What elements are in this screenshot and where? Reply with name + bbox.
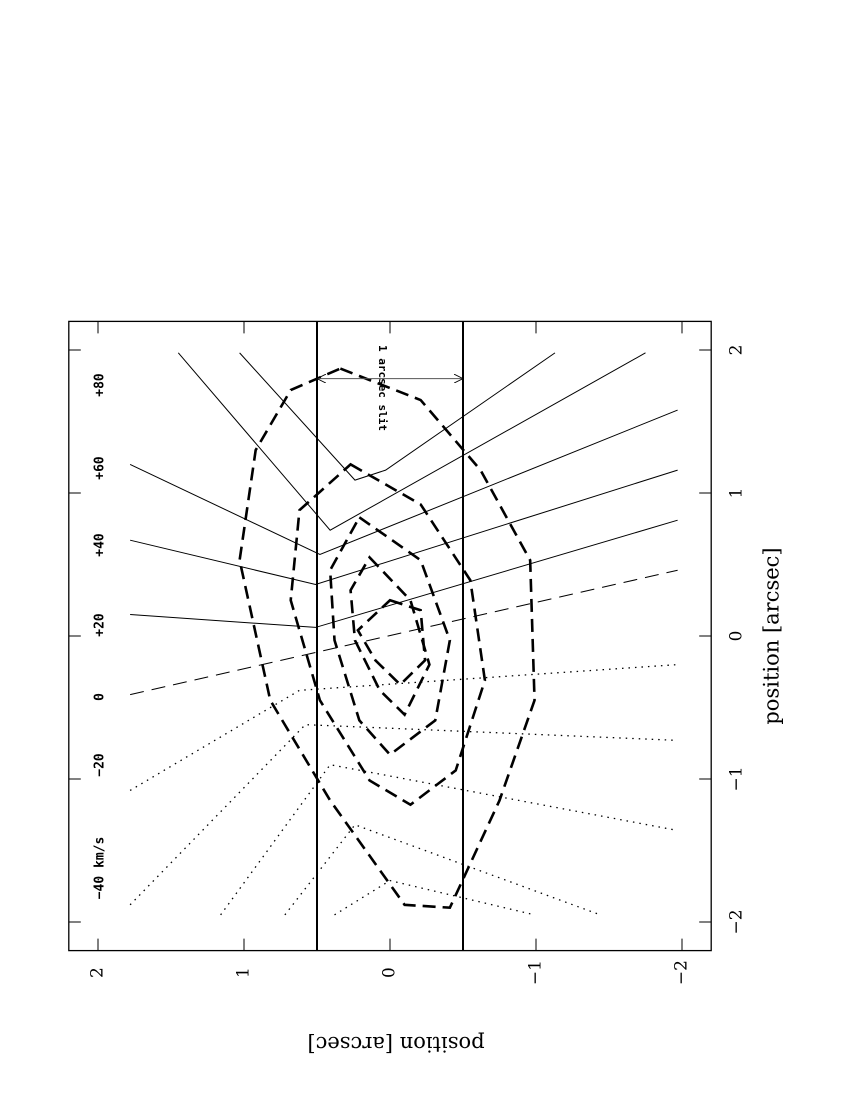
intensity-contour <box>349 555 431 717</box>
velocity-label: −40 km/s <box>93 837 108 900</box>
velocity-contour <box>334 879 535 916</box>
velocity-contour <box>220 763 678 916</box>
intensity-contour <box>289 462 487 807</box>
velocity-contour <box>130 519 678 628</box>
y-tick-label: 1 <box>234 967 254 978</box>
intensity-contour <box>356 598 427 687</box>
y-tick-label: −2 <box>672 960 692 985</box>
velocity-contour <box>130 569 678 696</box>
velocity-label: +20 <box>93 613 108 637</box>
slit-label: 1 arcsec slit <box>376 345 389 431</box>
velocity-label: +60 <box>93 456 108 480</box>
x-tick-label: 1 <box>727 488 747 499</box>
y-tick-label: 2 <box>88 967 108 978</box>
velocity-label: −20 <box>93 753 108 777</box>
x-tick-label: 2 <box>727 345 747 356</box>
velocity-contour <box>130 469 678 586</box>
intensity-contour <box>238 367 536 910</box>
y-axis-title: position [arcsec] <box>307 1032 484 1056</box>
velocity-contour <box>129 409 678 556</box>
y-tick-label: 0 <box>380 967 400 978</box>
velocity-label: +40 <box>93 533 108 557</box>
y-tick-label: −1 <box>526 960 546 985</box>
x-tick-label: −1 <box>727 766 747 791</box>
velocity-label: 0 <box>93 693 108 701</box>
velocity-contour <box>284 823 601 916</box>
x-tick-label: 0 <box>727 631 747 642</box>
x-tick-label: −2 <box>727 909 747 934</box>
intensity-contour <box>328 515 452 757</box>
velocity-contour <box>239 352 556 481</box>
velocity-label: +80 <box>93 373 108 397</box>
x-axis-title: position [arcsec] <box>760 547 784 724</box>
velocity-contour <box>129 663 678 791</box>
velocity-contour <box>177 352 646 531</box>
